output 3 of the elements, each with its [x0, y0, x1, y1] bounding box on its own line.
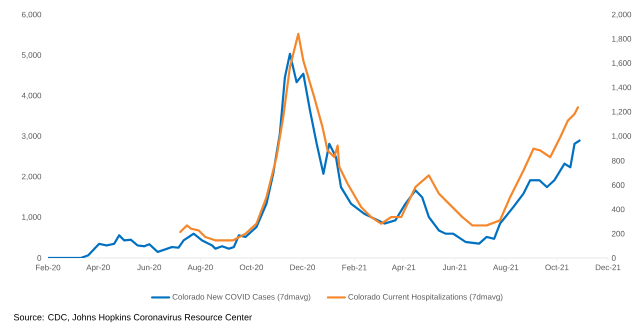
line-series — [48, 52, 581, 258]
source-note: Source: CDC, Johns Hopkins Coronavirus Resource Center — [14, 314, 252, 322]
line-series — [179, 32, 579, 242]
